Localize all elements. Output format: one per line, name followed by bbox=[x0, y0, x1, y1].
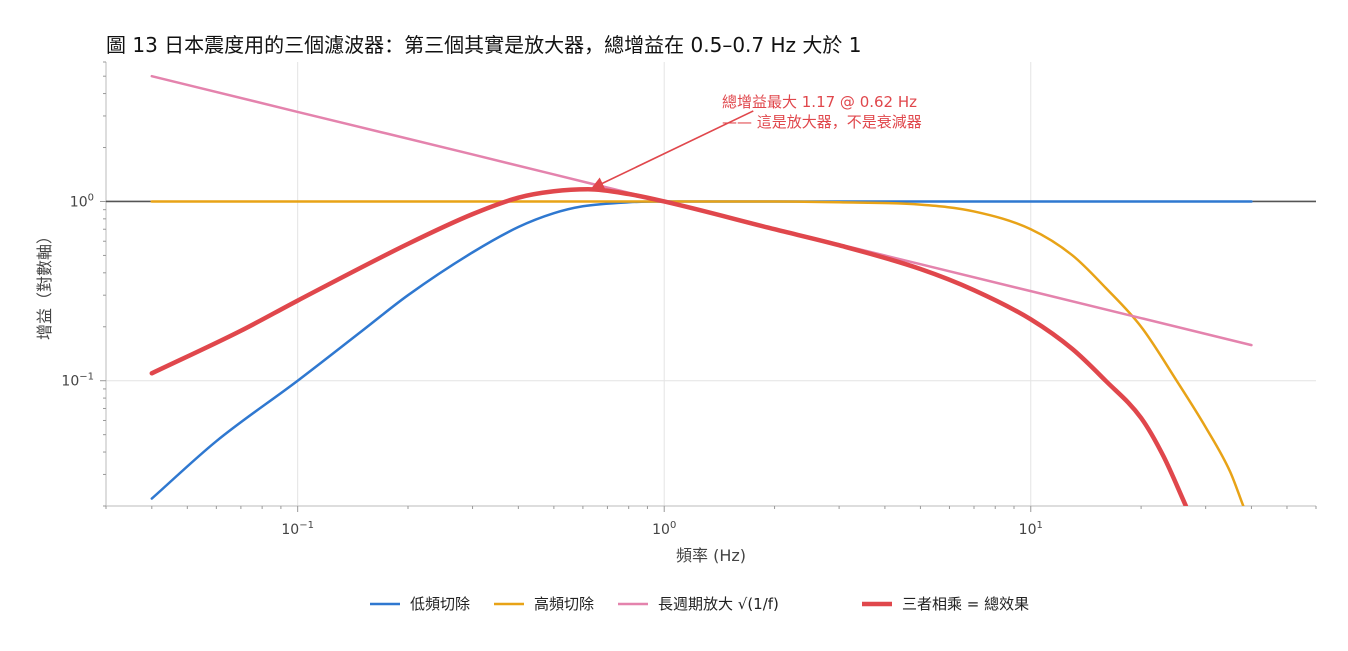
axes bbox=[100, 61, 1317, 512]
y-axis-label: 增益（對數軸） bbox=[35, 228, 54, 340]
legend-item: 高頻切除 bbox=[494, 595, 594, 613]
legend-label: 長週期放大 √(1/f) bbox=[658, 595, 779, 613]
legend-item: 長週期放大 √(1/f) bbox=[618, 595, 779, 613]
annotation-line-2: —— 這是放大器，不是衰減器 bbox=[722, 113, 922, 131]
legend-label: 三者相乘 = 總效果 bbox=[902, 595, 1029, 613]
legend-label: 低頻切除 bbox=[410, 595, 470, 613]
series-low-cut bbox=[150, 200, 1253, 500]
annotation-arrow bbox=[590, 110, 754, 190]
x-axis-label: 頻率 (Hz) bbox=[676, 546, 746, 565]
series-total-product bbox=[149, 187, 1189, 506]
tick-labels: 10−1 100 101 10−1 100 bbox=[61, 192, 1042, 538]
annotation-line-1: 總增益最大 1.17 @ 0.62 Hz bbox=[722, 93, 917, 111]
y-tick-label: 100 bbox=[70, 192, 94, 210]
legend-item: 低頻切除 bbox=[370, 595, 470, 613]
chart-title: 圖 13 日本震度用的三個濾波器：第三個其實是放大器，總增益在 0.5–0.7 … bbox=[106, 33, 861, 57]
series-layer bbox=[149, 74, 1253, 506]
x-tick-label: 101 bbox=[1019, 520, 1043, 538]
legend-label: 高頻切除 bbox=[534, 595, 594, 613]
legend: 低頻切除 高頻切除 長週期放大 √(1/f) 三者相乘 = 總效果 bbox=[370, 595, 1029, 613]
grid bbox=[106, 62, 1316, 506]
x-tick-label: 100 bbox=[652, 520, 676, 538]
annotation: 總增益最大 1.17 @ 0.62 Hz —— 這是放大器，不是衰減器 bbox=[590, 93, 922, 190]
x-tick-label: 10−1 bbox=[281, 520, 314, 538]
y-tick-label: 10−1 bbox=[61, 372, 94, 390]
legend-item: 三者相乘 = 總效果 bbox=[862, 595, 1029, 613]
